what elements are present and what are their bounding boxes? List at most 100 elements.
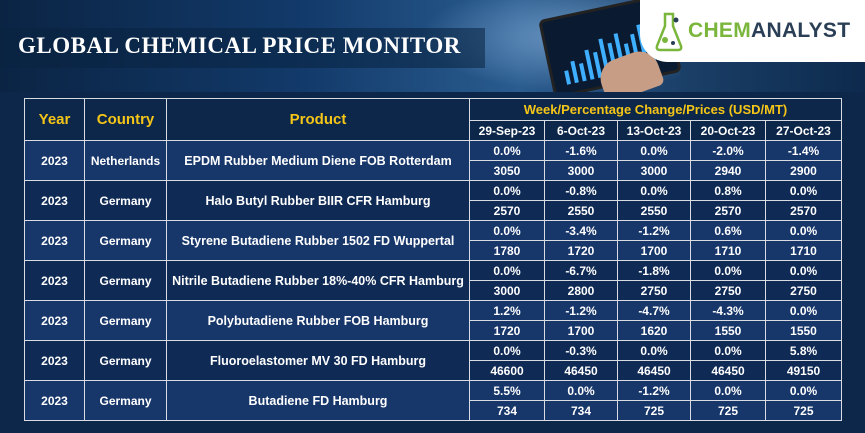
price-cell: 2570	[469, 200, 545, 221]
flask-icon	[655, 12, 683, 52]
change-cell: 0.8%	[690, 180, 766, 201]
change-cell: 0.6%	[690, 220, 766, 241]
chemanalyst-logo: CHEMANALYST	[640, 0, 865, 62]
price-cell: 3000	[544, 160, 618, 181]
product-cell: Butadiene FD Hamburg	[166, 380, 470, 421]
change-cell: 0.0%	[690, 260, 766, 281]
change-cell: -1.4%	[765, 140, 842, 161]
page-title: GLOBAL CHEMICAL PRICE MONITOR	[18, 33, 461, 58]
price-cell: 1550	[690, 320, 766, 341]
price-cell: 3000	[469, 280, 545, 301]
price-table-container: Year Country Product Week/Percentage Cha…	[24, 97, 842, 433]
change-cell: -0.3%	[544, 340, 618, 361]
change-cell: -0.8%	[544, 180, 618, 201]
change-cell: 0.0%	[469, 340, 545, 361]
change-cell: -1.6%	[544, 140, 618, 161]
country-header: Country	[84, 98, 167, 141]
country-cell: Germany	[84, 260, 167, 301]
change-cell: -4.7%	[617, 300, 691, 321]
price-cell: 3050	[469, 160, 545, 181]
table-row: 1780 1720 1700 1710 1710	[25, 240, 842, 261]
country-cell: Germany	[84, 340, 167, 381]
change-cell: 0.0%	[690, 340, 766, 361]
price-cell: 1710	[690, 240, 766, 261]
price-cell: 49150	[765, 360, 842, 381]
price-cell: 725	[765, 400, 842, 421]
product-cell: Halo Butyl Rubber BIIR CFR Hamburg	[166, 180, 470, 221]
table-row: 1720 1700 1620 1550 1550	[25, 320, 842, 341]
product-cell: Styrene Butadiene Rubber 1502 FD Wuppert…	[166, 220, 470, 261]
change-cell: -3.4%	[544, 220, 618, 241]
change-cell: 5.8%	[765, 340, 842, 361]
country-cell: Germany	[84, 220, 167, 261]
product-cell: EPDM Rubber Medium Diene FOB Rotterdam	[166, 140, 470, 181]
table-row: 2023 Germany Halo Butyl Rubber BIIR CFR Ha…	[24, 180, 842, 221]
table-row: 2570 2550 2550 2570 2570	[25, 200, 842, 221]
change-cell: -2.0%	[690, 140, 766, 161]
country-cell: Germany	[84, 380, 167, 421]
country-cell: Germany	[84, 180, 167, 221]
change-cell: 0.0%	[469, 260, 545, 281]
price-cell: 2570	[690, 200, 766, 221]
price-cell: 46450	[617, 360, 691, 381]
change-cell: 0.0%	[765, 260, 842, 281]
price-cell: 725	[690, 400, 766, 421]
table-row: 2023 Germany Fluoroelastomer MV 30 FD Hamb…	[24, 340, 842, 381]
change-cell: 0.0%	[617, 180, 691, 201]
price-table-body: 2023 Netherlands EPDM Rubber Medium Diene …	[24, 140, 842, 421]
change-cell: -1.8%	[617, 260, 691, 281]
logo-text: CHEMANALYST	[688, 19, 851, 42]
year-cell: 2023	[24, 220, 85, 261]
table-row: 2023 Germany Polybutadiene Rubber FOB Hamb…	[24, 300, 842, 341]
price-cell: 725	[617, 400, 691, 421]
change-cell: -1.2%	[617, 220, 691, 241]
price-cell: 2750	[765, 280, 842, 301]
year-cell: 2023	[24, 380, 85, 421]
change-cell: 5.5%	[469, 380, 545, 401]
price-cell: 1620	[617, 320, 691, 341]
price-cell: 1700	[617, 240, 691, 261]
price-cell: 1710	[765, 240, 842, 261]
change-cell: 0.0%	[765, 220, 842, 241]
change-cell: 0.0%	[469, 220, 545, 241]
price-cell: 2900	[765, 160, 842, 181]
price-cell: 734	[544, 400, 618, 421]
table-row: 2023 Netherlands EPDM Rubber Medium Diene …	[24, 140, 842, 181]
country-cell: Netherlands	[84, 140, 167, 181]
table-row: 3050 3000 3000 2940 2900	[25, 160, 842, 181]
price-cell: 2550	[617, 200, 691, 221]
product-header: Product	[166, 98, 470, 141]
year-cell: 2023	[24, 340, 85, 381]
price-cell: 1700	[544, 320, 618, 341]
year-cell: 2023	[24, 140, 85, 181]
price-cell: 734	[469, 400, 545, 421]
change-cell: -1.2%	[544, 300, 618, 321]
price-cell: 2750	[617, 280, 691, 301]
price-cell: 2550	[544, 200, 618, 221]
change-cell: -1.2%	[617, 380, 691, 401]
date-header: 6-Oct-23	[544, 120, 618, 141]
year-header: Year	[24, 98, 85, 141]
price-cell: 2940	[690, 160, 766, 181]
price-cell: 46450	[544, 360, 618, 381]
product-cell: Nitrile Butadiene Rubber 18%-40% CFR Ham…	[166, 260, 470, 301]
table-row: 734 734 725 725 725	[25, 400, 842, 421]
country-cell: Germany	[84, 300, 167, 341]
change-cell: 0.0%	[765, 180, 842, 201]
year-cell: 2023	[24, 180, 85, 221]
price-cell: 1550	[765, 320, 842, 341]
date-header: 20-Oct-23	[690, 120, 766, 141]
price-cell: 46450	[690, 360, 766, 381]
change-cell: 0.0%	[690, 380, 766, 401]
price-cell: 3000	[617, 160, 691, 181]
table-row: 2023 Germany Butadiene FD Hamburg 5.5% 0.0% -…	[24, 380, 842, 421]
price-cell: 1720	[544, 240, 618, 261]
price-table: Year Country Product Week/Percentage Cha…	[24, 97, 842, 421]
change-cell: 0.0%	[544, 380, 618, 401]
change-cell: 0.0%	[617, 340, 691, 361]
price-cell: 2750	[690, 280, 766, 301]
title-strip	[0, 28, 485, 68]
product-cell: Polybutadiene Rubber FOB Hamburg	[166, 300, 470, 341]
change-cell: 0.0%	[469, 140, 545, 161]
table-row: 2023 Germany Styrene Butadiene Rubber 1502…	[24, 220, 842, 261]
